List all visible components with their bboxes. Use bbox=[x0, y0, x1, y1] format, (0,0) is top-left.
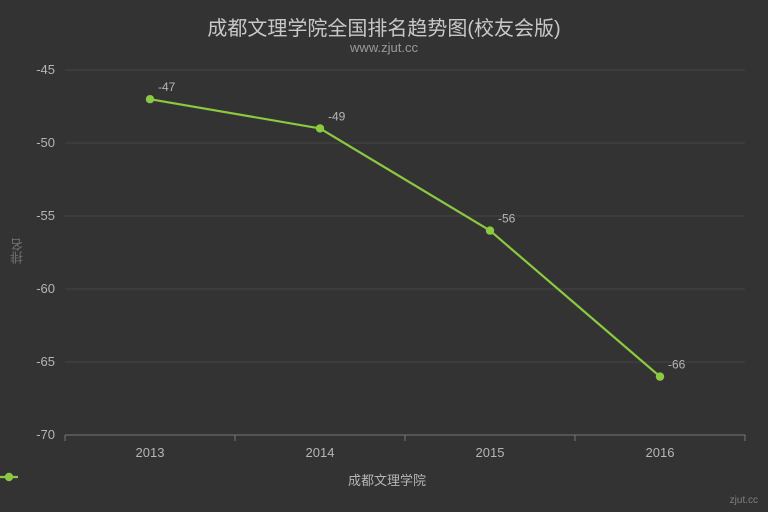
data-point[interactable] bbox=[486, 226, 494, 234]
y-tick-label: -65 bbox=[36, 354, 55, 369]
y-tick-label: -45 bbox=[36, 62, 55, 77]
data-point[interactable] bbox=[656, 372, 664, 380]
x-tick-label: 2013 bbox=[136, 445, 165, 460]
data-label: -47 bbox=[158, 80, 176, 94]
ranking-trend-chart: -45 -50 -55 -60 -65 -70 2013 2014 2015 2016 -47 -49… bbox=[0, 0, 768, 512]
data-label: -66 bbox=[668, 358, 686, 372]
chart-credits: zjut.cc bbox=[730, 495, 758, 506]
data-point[interactable] bbox=[146, 95, 154, 103]
x-tick-label: 2015 bbox=[476, 445, 505, 460]
data-label: -56 bbox=[498, 212, 516, 226]
chart-subtitle: www.zjut.cc bbox=[0, 40, 768, 55]
x-tick-label: 2014 bbox=[306, 445, 335, 460]
series-line bbox=[150, 99, 660, 376]
y-tick-label: -60 bbox=[36, 281, 55, 296]
x-tick-label: 2016 bbox=[646, 445, 675, 460]
y-tick-label: -50 bbox=[36, 135, 55, 150]
y-tick-label: -55 bbox=[36, 208, 55, 223]
chart-title: 成都文理学院全国排名趋势图(校友会版) bbox=[0, 12, 768, 41]
legend-label: 成都文理学院 bbox=[348, 470, 426, 489]
y-axis-label: 排名 bbox=[8, 238, 27, 264]
chart-legend[interactable]: 成都文理学院 bbox=[0, 470, 768, 489]
chart-plot-area: -45 -50 -55 -60 -65 -70 2013 2014 2015 2016 -47 -49… bbox=[0, 0, 768, 512]
y-tick-label: -70 bbox=[36, 427, 55, 442]
data-label: -49 bbox=[328, 109, 346, 123]
data-point[interactable] bbox=[316, 124, 324, 132]
